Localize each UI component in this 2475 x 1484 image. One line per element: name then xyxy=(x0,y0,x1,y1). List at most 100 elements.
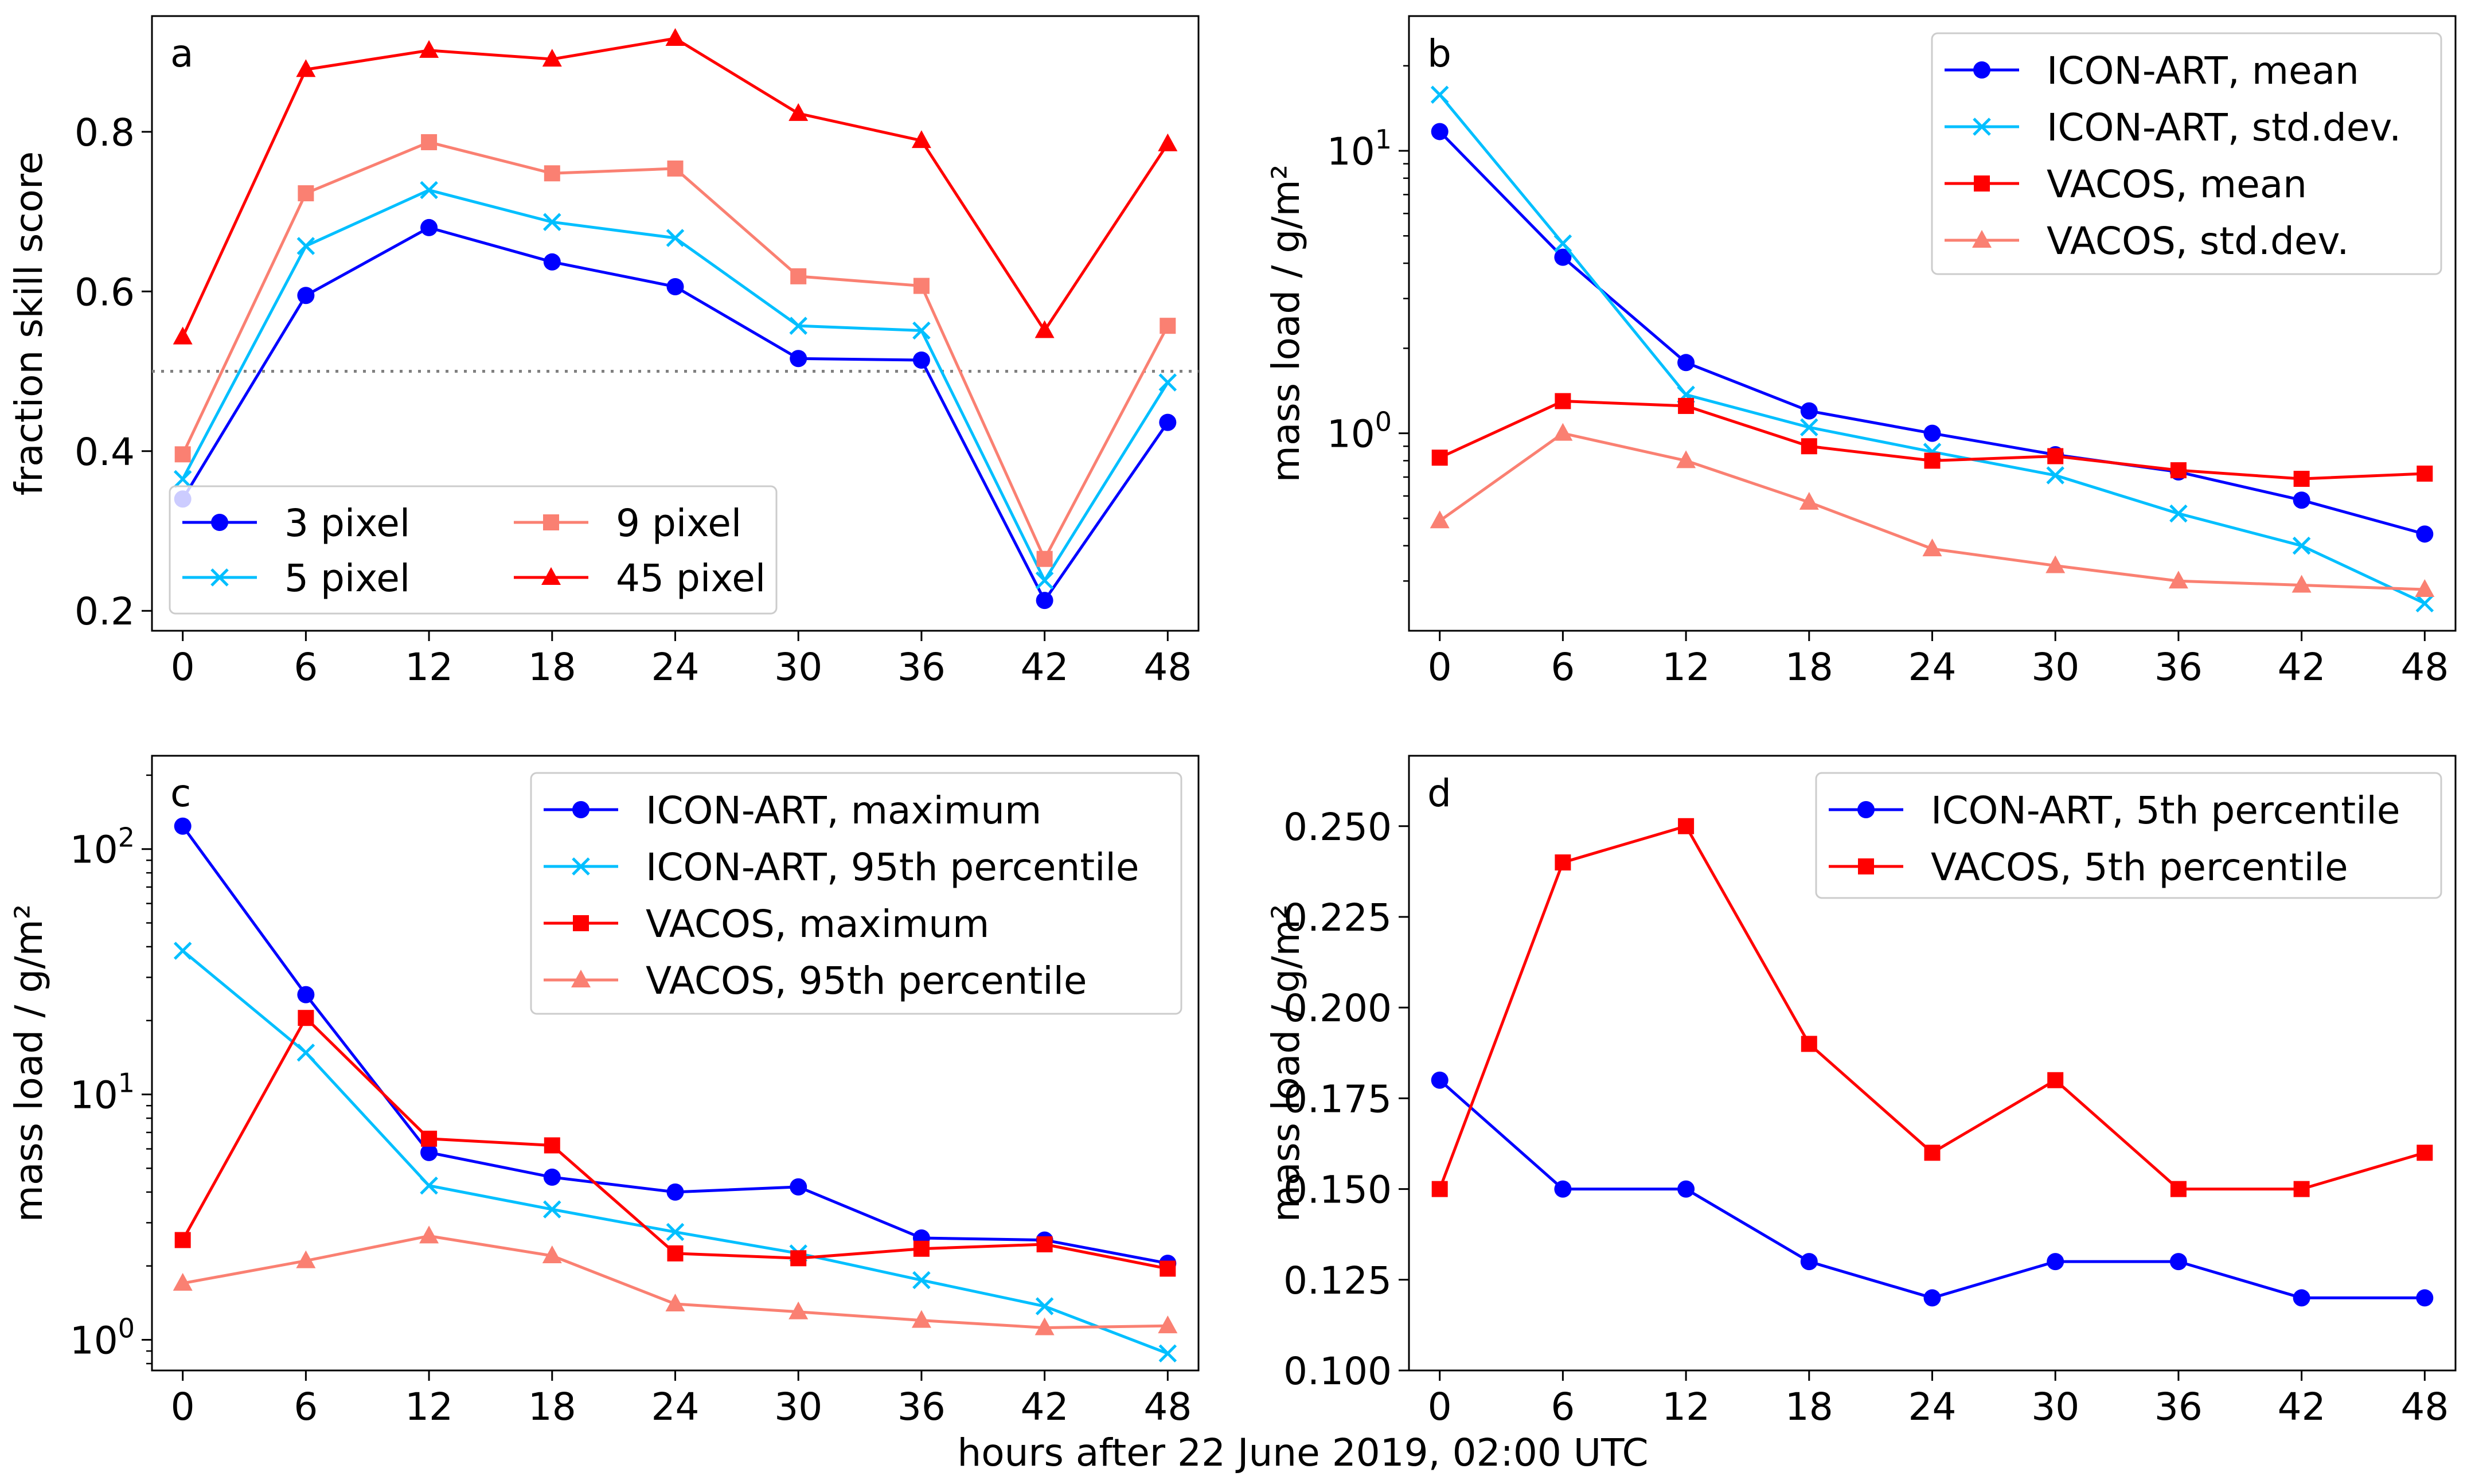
panel-c-series-1-point xyxy=(173,942,192,960)
panel-c-series-3-point xyxy=(542,1245,562,1264)
panel-a-xtick-label: 42 xyxy=(1021,645,1069,689)
panel-b-series-3-point xyxy=(1676,450,1696,468)
panel-d-series-1-point xyxy=(2417,1145,2433,1161)
panel-a-series-1-point xyxy=(666,229,685,247)
panel-b-series-0-point xyxy=(1431,123,1449,140)
panel-c-xtick-label: 6 xyxy=(294,1385,318,1429)
panel-b-legend-swatch-marker xyxy=(1974,175,1990,192)
global-x-axis-label: hours after 22 June 2019, 02:00 UTC xyxy=(957,1431,1648,1475)
panel-a-series-1-point xyxy=(173,470,192,489)
panel-c-series-3-point xyxy=(296,1250,316,1268)
panel-d-legend-frame xyxy=(1815,772,2442,899)
panel-c-series-1-point xyxy=(543,1200,561,1219)
panel-c-xtick-label: 24 xyxy=(651,1385,700,1429)
panel-d-legend-swatch-marker xyxy=(1857,801,1875,818)
panel-d-ytick-label: 0.225 xyxy=(1283,896,1392,940)
panel-b-series-2-point xyxy=(2170,462,2187,479)
panel-d-ytick-label: 0.100 xyxy=(1283,1349,1392,1393)
panel-d-xtick-label: 24 xyxy=(1908,1385,1957,1429)
panel-b-series-2-point xyxy=(2417,465,2433,482)
panel-b-series-0-point xyxy=(1554,248,1572,266)
panel-b-series-2-point xyxy=(1431,450,1448,466)
panel-c-series-1-point xyxy=(420,1176,438,1195)
panel-d-series-0-point xyxy=(1800,1253,1818,1271)
panel-d-series-0-point xyxy=(1431,1071,1449,1089)
panel-b: 0 6 12 18 24 30 36 42 48 100 101 mass load / g/m² b I… xyxy=(1264,15,2457,689)
panel-b-series-3-point xyxy=(1553,423,1573,441)
panel-b-series-0-point xyxy=(1800,402,1818,420)
panel-d-xtick-label: 42 xyxy=(2278,1385,2326,1429)
panel-c-series-2-point xyxy=(421,1130,438,1147)
panel-c-series-3 xyxy=(173,1225,1178,1335)
panel-a-series-1-point xyxy=(789,317,807,335)
panel-b-series-1 xyxy=(1430,85,2434,613)
panel-a-legend-entry: 3 pixel xyxy=(182,501,410,545)
panel-a-xtick-label: 12 xyxy=(405,645,453,689)
panel-d-legend: ICON-ART, 5th percentile VACOS, 5th perce… xyxy=(1815,772,2442,899)
panel-a-series-3-point xyxy=(788,103,809,121)
panel-b-series-2-point xyxy=(1801,438,1817,455)
panel-d-legend-entry: VACOS, 5th percentile xyxy=(1829,845,2348,889)
panel-b-legend-swatch-marker xyxy=(1972,230,1992,248)
panel-c-legend-entry: ICON-ART, maximum xyxy=(544,788,1041,833)
panel-c-legend-label: VACOS, 95th percentile xyxy=(646,959,1087,1003)
panel-c-ytick-label: 101 xyxy=(70,1068,135,1118)
panel-c-legend-swatch-marker xyxy=(572,801,590,818)
panel-d-ytick-label: 0.175 xyxy=(1283,1077,1392,1121)
panel-c-series-3-point xyxy=(911,1310,931,1328)
panel-b-series-2-point xyxy=(1678,397,1695,414)
panel-b-series-3-point xyxy=(1430,510,1450,529)
panel-b-legend-swatch-marker xyxy=(1973,118,1991,136)
panel-b-xtick-label: 36 xyxy=(2154,645,2203,689)
panel-a-series-0-point xyxy=(1159,413,1177,431)
panel-c-series-1-point xyxy=(912,1271,931,1290)
panel-a-xtick-label: 48 xyxy=(1143,645,1192,689)
panel-a-series-1-point xyxy=(543,213,561,231)
panel-c-series-2-point xyxy=(544,1137,560,1154)
panel-a-xtick-label: 0 xyxy=(171,645,195,689)
panel-a-series-3-point xyxy=(419,40,439,58)
panel-c-legend-swatch-marker xyxy=(572,857,590,876)
panel-c-series-2 xyxy=(174,1010,1176,1277)
panel-b-series-1-point xyxy=(1430,85,1449,104)
panel-a-ytick-label: 0.4 xyxy=(75,430,135,474)
panel-c-series-0-point xyxy=(420,1143,438,1161)
panel-a-series-2-point xyxy=(174,446,191,463)
panel-a-series-3 xyxy=(173,28,1178,345)
panel-b-xtick-label: 18 xyxy=(1785,645,1833,689)
panel-a-series-1-point xyxy=(1035,571,1054,590)
panel-b-series-1-point xyxy=(2415,594,2434,613)
panel-d-series-0-point xyxy=(2416,1289,2434,1307)
panel-a-series-2-point xyxy=(790,268,807,284)
panel-c: 0 6 12 18 24 30 36 42 48 100 101 102 mass load / g/m… xyxy=(7,755,1200,1429)
panel-c-xtick-label: 48 xyxy=(1143,1385,1192,1429)
panel-b-series-3-point xyxy=(2291,575,2312,593)
panel-d-ytick-label: 0.150 xyxy=(1283,1168,1392,1212)
panel-a-series-0-point xyxy=(666,278,684,295)
panel-a-series-1 xyxy=(173,181,1177,590)
panel-c-series-2-point xyxy=(298,1010,314,1026)
panel-c-series-3-point xyxy=(173,1272,193,1291)
panel-c-series-2-point xyxy=(1160,1260,1176,1277)
panel-b-xtick-label: 42 xyxy=(2278,645,2326,689)
panel-a-series-3-point xyxy=(296,59,316,77)
panel-d-series-1-point xyxy=(1431,1181,1448,1197)
panel-b-legend-frame xyxy=(1931,32,2442,275)
panel-a-series-2-point xyxy=(421,134,438,150)
panel-a-series-1-point xyxy=(296,237,315,255)
panel-b-legend-entry: VACOS, mean xyxy=(1945,162,2307,206)
panel-a-series-0-point xyxy=(912,352,930,369)
panel-b-series-1-point xyxy=(2292,536,2311,555)
panel-c-xtick-label: 12 xyxy=(405,1385,453,1429)
panel-a-series-2 xyxy=(174,134,1176,567)
panels: 0 6 12 18 24 30 36 42 48 0.2 0.4 0.6 0.8 fraction ski… xyxy=(7,15,2457,1429)
panel-d-xtick-label: 0 xyxy=(1428,1385,1452,1429)
panel-a-series-1-point xyxy=(912,321,931,340)
panel-b-y-axis-label: mass load / g/m² xyxy=(1264,165,1308,483)
panel-a-series-0-point xyxy=(420,218,438,236)
panel-d-series-1-point xyxy=(1678,818,1695,834)
panel-c-series-2-point xyxy=(174,1232,191,1248)
panel-a-series-2-point xyxy=(298,185,314,202)
panel-d: 0 6 12 18 24 30 36 42 48 0.100 0.125 0.150 0.175 0.20… xyxy=(1264,755,2457,1429)
